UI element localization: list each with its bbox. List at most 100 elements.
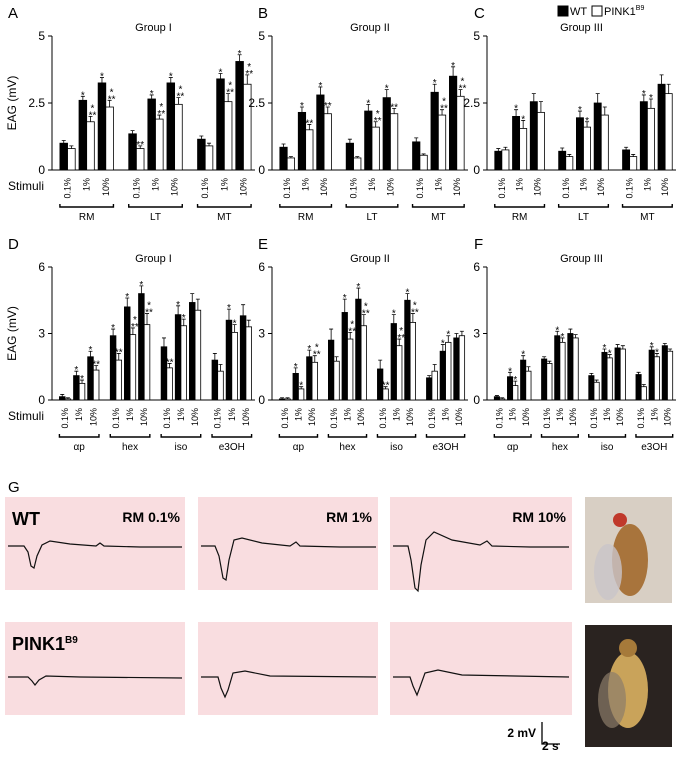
significance-mark: ** xyxy=(245,69,253,80)
trace-panels xyxy=(5,497,572,715)
significance-mark: ** xyxy=(390,102,398,113)
stimuli-label: Stimuli xyxy=(8,409,44,423)
error-bar xyxy=(80,95,85,101)
significance-mark: * xyxy=(399,326,403,337)
error-bar xyxy=(226,93,231,102)
error-bar xyxy=(176,305,181,315)
significance-mark: ** xyxy=(362,309,370,320)
row-label-text: PINK1 xyxy=(12,634,65,654)
bar xyxy=(512,116,521,171)
error-bar xyxy=(157,114,162,120)
y-tick-label: 5 xyxy=(258,29,265,43)
bar xyxy=(129,334,137,401)
x-tick-label: 0.1% xyxy=(63,178,73,199)
error-bar xyxy=(218,364,223,372)
error-bar xyxy=(299,106,304,113)
error-bar xyxy=(80,379,85,384)
x-tick-label: 1% xyxy=(74,408,84,421)
error-bar xyxy=(218,73,223,79)
error-bar xyxy=(496,148,501,152)
bar xyxy=(306,356,313,401)
error-bar xyxy=(161,337,166,347)
x-tick-label: 10% xyxy=(101,178,111,196)
group-bracket xyxy=(59,204,115,208)
x-tick-label: 0.1% xyxy=(200,178,210,199)
bar xyxy=(279,146,288,171)
x-tick-label: 0.1% xyxy=(589,408,599,429)
group-label: MT xyxy=(431,212,445,223)
bar xyxy=(458,335,466,401)
error-bar xyxy=(241,304,246,316)
significance-mark: ** xyxy=(348,326,356,337)
chart-title: Group II xyxy=(350,253,390,265)
error-bar xyxy=(560,147,565,152)
significance-mark: * xyxy=(513,375,517,386)
error-bar xyxy=(207,142,212,146)
significance-mark: ** xyxy=(313,350,321,361)
bar xyxy=(64,398,72,401)
significance-mark: * xyxy=(446,330,450,341)
chart-title: Group I xyxy=(135,253,172,265)
bar xyxy=(558,150,567,171)
x-tick-label: 10% xyxy=(88,408,98,426)
error-bar xyxy=(130,130,135,134)
scale-x-label: 2 s xyxy=(542,739,559,752)
bar xyxy=(211,359,219,401)
bar xyxy=(124,306,131,401)
significance-mark: * xyxy=(247,62,251,73)
group-bracket xyxy=(425,434,466,438)
bar xyxy=(341,312,348,401)
bar xyxy=(284,398,291,401)
y-tick-label: 0 xyxy=(258,393,265,407)
significance-mark: ** xyxy=(92,360,100,371)
x-tick-label: 0.1% xyxy=(561,178,571,199)
error-bar xyxy=(620,345,625,350)
bar xyxy=(197,138,206,171)
group-label: RM xyxy=(298,212,314,223)
significance-mark: ** xyxy=(177,92,185,103)
panel-letter: B xyxy=(258,5,268,22)
significance-mark: * xyxy=(392,309,396,320)
group-label: hex xyxy=(552,442,568,453)
legend-name: WT xyxy=(570,6,587,18)
error-bar xyxy=(347,138,352,144)
group-bracket xyxy=(493,434,532,438)
error-bar xyxy=(139,285,144,294)
x-tick-label: 1% xyxy=(602,408,612,421)
bar xyxy=(194,309,202,401)
bar xyxy=(639,101,648,171)
significance-mark: * xyxy=(139,280,143,291)
error-bar xyxy=(500,397,505,399)
error-bar xyxy=(280,397,285,399)
error-bar xyxy=(288,156,293,158)
error-bar xyxy=(69,145,74,149)
bar xyxy=(305,129,314,171)
x-tick-label: 1% xyxy=(392,408,402,421)
x-tick-label: 1% xyxy=(515,178,525,191)
significance-mark: * xyxy=(299,381,303,392)
bar xyxy=(629,156,638,171)
error-bar xyxy=(662,343,667,346)
bar xyxy=(204,145,214,171)
significance-mark: * xyxy=(603,343,607,354)
error-bar xyxy=(285,397,290,399)
bar xyxy=(431,370,438,401)
significance-mark: * xyxy=(385,84,389,95)
chart-title: Group II xyxy=(350,22,390,34)
x-tick-label: 1% xyxy=(176,408,186,421)
x-tick-label: 10% xyxy=(385,178,395,196)
legend-label: PINK1B9 xyxy=(604,5,644,18)
error-bar xyxy=(585,121,590,128)
group-label: LT xyxy=(367,212,378,223)
error-bar xyxy=(318,86,323,95)
significance-mark: * xyxy=(578,105,582,116)
significance-mark: ** xyxy=(108,94,116,105)
bar xyxy=(347,338,354,401)
significance-mark: ** xyxy=(166,357,174,368)
x-tick-label: 10% xyxy=(356,408,366,426)
error-bar xyxy=(641,384,646,387)
fly-head xyxy=(619,639,637,657)
bar xyxy=(426,377,433,401)
stimulus-label: RM 1% xyxy=(326,509,372,525)
